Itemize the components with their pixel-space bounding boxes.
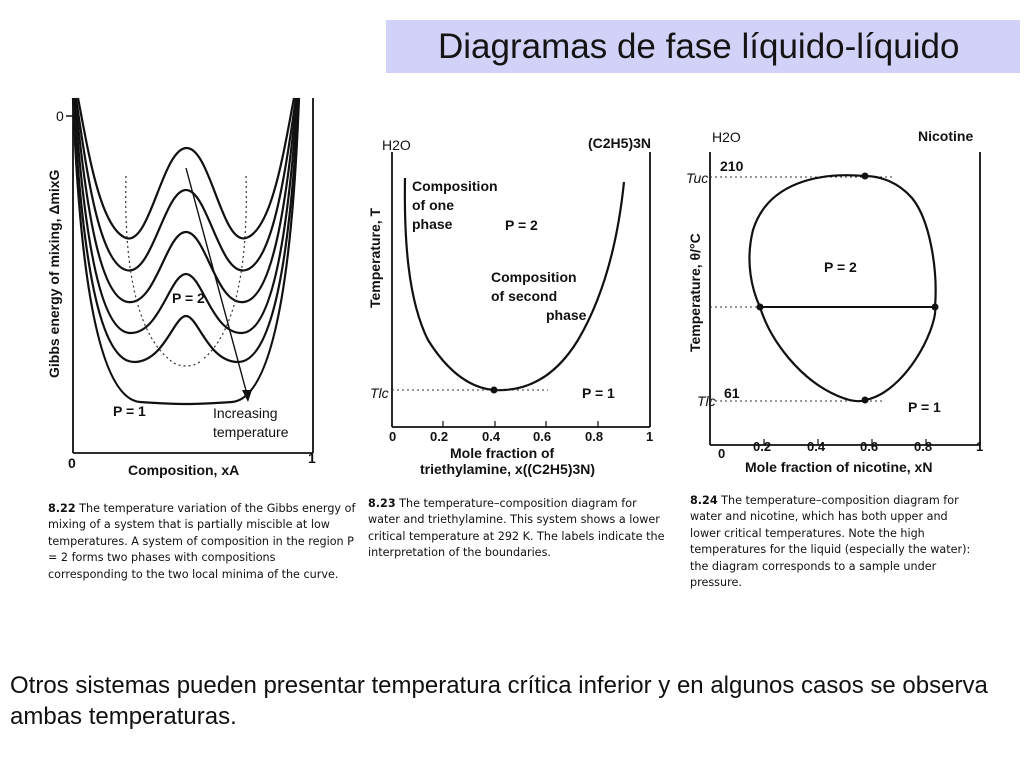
caption-8-23: 8.23 The temperature–composition diagram…	[368, 497, 665, 560]
tick-label: 0.2	[753, 439, 771, 454]
label-comp-one-2: of one	[412, 197, 454, 213]
tick-label: 0.6	[533, 429, 551, 444]
tie-point-right	[931, 303, 939, 311]
critical-label: Tlc	[370, 385, 389, 401]
gibbs-curve-6	[71, 97, 301, 406]
gibbs-curve-3	[73, 97, 299, 304]
critical-point	[490, 386, 498, 394]
tick-label: 0.4	[807, 439, 826, 454]
lower-critical-point	[861, 396, 869, 404]
left-component: H2O	[382, 137, 411, 153]
caption-8-22: 8.22 The temperature variation of the Gi…	[48, 502, 356, 581]
y-axis-label: Temperature, T	[367, 207, 383, 308]
y-axis-label: Temperature, θ/°C	[687, 233, 703, 352]
gibbs-curves	[71, 97, 301, 406]
tick-label: 0.4	[482, 429, 501, 444]
arrow-head	[242, 390, 252, 402]
gibbs-curve-2	[74, 97, 298, 272]
tie-point-left	[756, 303, 764, 311]
y-zero-label: 0	[56, 108, 64, 124]
caption-8-24: 8.24 The temperature–composition diagram…	[690, 494, 971, 590]
lower-value: 61	[724, 385, 740, 401]
upper-critical-label: Tuc	[686, 170, 708, 186]
label-p2: P = 2	[824, 259, 857, 275]
arrow-label-1: Increasing	[213, 405, 278, 421]
label-p1: P = 1	[582, 385, 615, 401]
label-comp-one-3: phase	[412, 216, 453, 232]
upper-critical-point	[861, 172, 869, 180]
gibbs-curve-5	[71, 97, 301, 364]
tick-label: 0.2	[430, 429, 448, 444]
tick-label: 0.8	[914, 439, 932, 454]
label-p1: P = 1	[908, 399, 941, 415]
miscibility-loop	[748, 174, 937, 403]
lower-critical-label: Tlc	[697, 393, 716, 409]
title-bar: Diagramas de fase líquido-líquido	[386, 20, 1020, 73]
x-axis-label-1: Mole fraction of	[450, 445, 555, 461]
binodal-dotted	[125, 175, 247, 367]
tick-label: 0	[718, 446, 725, 461]
label-comp-two-1: Composition	[491, 269, 577, 285]
label-comp-one-1: Composition	[412, 178, 498, 194]
tick-label: 0	[389, 429, 396, 444]
x-min-label: 0	[68, 455, 76, 471]
arrow-label-2: temperature	[213, 424, 289, 440]
y-axis-label: Gibbs energy of mixing, ΔmixG	[46, 169, 62, 378]
tick-label: 0.6	[860, 439, 878, 454]
x-max-label: 1	[308, 450, 316, 466]
upper-value: 210	[720, 158, 744, 174]
tick-label: 1	[976, 439, 983, 454]
label-p1: P = 1	[113, 403, 146, 419]
right-component: (C2H5)3N	[588, 135, 651, 151]
temperature-arrow	[185, 167, 249, 399]
label-p2: P = 2	[505, 217, 538, 233]
x-axis-label: Mole fraction of nicotine, xN	[745, 459, 932, 475]
x-axis-label: Composition, xA	[128, 462, 239, 478]
right-component: Nicotine	[918, 128, 973, 144]
gibbs-curve-1	[76, 97, 296, 240]
tick-label: 1	[646, 429, 653, 444]
label-comp-two-2: of second	[491, 288, 557, 304]
tick-label: 0.8	[585, 429, 603, 444]
label-comp-two-3: phase	[546, 307, 587, 323]
footer-text: Otros sistemas pueden presentar temperat…	[10, 672, 988, 730]
label-p2: P = 2	[172, 290, 205, 306]
slide-title: Diagramas de fase líquido-líquido	[438, 27, 960, 66]
gibbs-curve-4	[72, 97, 300, 335]
x-axis-label-2: triethylamine, x((C2H5)3N)	[420, 461, 595, 477]
left-component: H2O	[712, 129, 741, 145]
